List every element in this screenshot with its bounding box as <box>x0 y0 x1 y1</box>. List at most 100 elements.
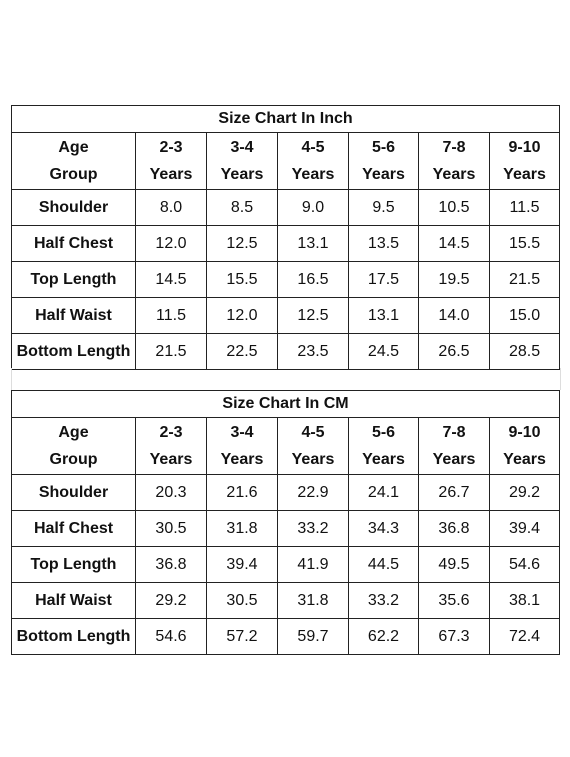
data-row: Bottom Length 21.5 22.5 23.5 24.5 26.5 28.5 <box>11 333 561 370</box>
data-row: Half Waist 11.5 12.0 12.5 13.1 14.0 15.0 <box>11 297 561 334</box>
cell: 57.2 <box>206 618 278 655</box>
row-label: Top Length <box>11 261 136 298</box>
cell: 9.5 <box>348 189 419 226</box>
data-row: Top Length 36.8 39.4 41.9 44.5 49.5 54.6 <box>11 546 561 583</box>
cell: 33.2 <box>277 510 349 547</box>
cell: 44.5 <box>348 546 419 583</box>
age-header: 5-6 Years <box>348 132 419 190</box>
table-title: Size Chart In CM <box>10 390 561 418</box>
cell: 23.5 <box>277 333 349 370</box>
cell: 38.1 <box>488 582 561 619</box>
cell: 41.9 <box>277 546 349 583</box>
header-text: 7-8 Years <box>432 139 476 183</box>
cell: 26.5 <box>418 333 490 370</box>
header-text: 4-5 Years <box>291 424 335 468</box>
cell: 15.5 <box>206 261 278 298</box>
cell: 31.8 <box>206 510 278 547</box>
cell: 22.9 <box>277 474 349 511</box>
header-text: 9-10 Years <box>503 139 546 183</box>
header-text: 9-10 Years <box>503 424 546 468</box>
cell: 21.6 <box>206 474 278 511</box>
age-header: 2-3 Years <box>135 417 207 475</box>
row-label: Half Waist <box>11 582 136 619</box>
cell: 11.5 <box>135 297 207 334</box>
cell: 26.7 <box>418 474 490 511</box>
cell: 21.5 <box>135 333 207 370</box>
age-header: 3-4 Years <box>206 417 278 475</box>
title-row: Size Chart In CM <box>10 390 561 418</box>
cell: 13.1 <box>277 225 349 262</box>
cell: 13.5 <box>348 225 419 262</box>
data-row: Top Length 14.5 15.5 16.5 17.5 19.5 21.5 <box>11 261 561 298</box>
cell: 54.6 <box>135 618 207 655</box>
cell: 30.5 <box>206 582 278 619</box>
cell: 36.8 <box>135 546 207 583</box>
cell: 62.2 <box>348 618 419 655</box>
header-text: Age Group <box>49 139 98 183</box>
table-title: Size Chart In Inch <box>10 105 561 133</box>
data-row: Half Chest 30.5 31.8 33.2 34.3 36.8 39.4 <box>11 510 561 547</box>
cell: 33.2 <box>348 582 419 619</box>
header-text: 3-4 Years <box>220 424 264 468</box>
cell: 29.2 <box>135 582 207 619</box>
cell: 21.5 <box>488 261 561 298</box>
row-label: Shoulder <box>11 189 136 226</box>
cell: 14.5 <box>135 261 207 298</box>
spacer <box>11 368 561 390</box>
cell: 72.4 <box>488 618 561 655</box>
cell: 59.7 <box>277 618 349 655</box>
age-header: 2-3 Years <box>135 132 207 190</box>
age-header: 3-4 Years <box>206 132 278 190</box>
cell: 24.5 <box>348 333 419 370</box>
header-text: 5-6 Years <box>362 424 405 468</box>
cell: 29.2 <box>488 474 561 511</box>
header-text: 4-5 Years <box>291 139 335 183</box>
header-label: Age Group <box>11 132 136 190</box>
cell: 12.5 <box>277 297 349 334</box>
row-label: Half Chest <box>11 225 136 262</box>
cell: 14.5 <box>418 225 490 262</box>
cell: 20.3 <box>135 474 207 511</box>
cell: 67.3 <box>418 618 490 655</box>
header-text: 2-3 Years <box>149 139 193 183</box>
cell: 14.0 <box>418 297 490 334</box>
cell: 54.6 <box>488 546 561 583</box>
header-text: 2-3 Years <box>149 424 193 468</box>
cell: 15.0 <box>488 297 561 334</box>
cell: 13.1 <box>348 297 419 334</box>
cell: 49.5 <box>418 546 490 583</box>
row-label: Top Length <box>11 546 136 583</box>
cell: 15.5 <box>488 225 561 262</box>
cell: 8.0 <box>135 189 207 226</box>
cell: 28.5 <box>488 333 561 370</box>
cell: 35.6 <box>418 582 490 619</box>
row-label: Half Waist <box>11 297 136 334</box>
header-label: Age Group <box>11 417 136 475</box>
age-header: 9-10 Years <box>488 132 561 190</box>
cell: 31.8 <box>277 582 349 619</box>
age-header: 9-10 Years <box>488 417 561 475</box>
data-row: Bottom Length 54.6 57.2 59.7 62.2 67.3 72.4 <box>11 618 561 655</box>
size-table-cm: Size Chart In CM Age Group 2-3 Years 3-4 Ye… <box>10 390 561 655</box>
cell: 24.1 <box>348 474 419 511</box>
age-header: 7-8 Years <box>418 132 490 190</box>
cell: 19.5 <box>418 261 490 298</box>
header-text: 5-6 Years <box>362 139 405 183</box>
header-row: Age Group 2-3 Years 3-4 Years 4-5 Years 5-6 … <box>11 417 561 475</box>
cell: 17.5 <box>348 261 419 298</box>
age-header: 4-5 Years <box>277 417 349 475</box>
data-row: Half Chest 12.0 12.5 13.1 13.5 14.5 15.5 <box>11 225 561 262</box>
data-row: Shoulder 8.0 8.5 9.0 9.5 10.5 11.5 <box>11 189 561 226</box>
cell: 11.5 <box>488 189 561 226</box>
header-text: 3-4 Years <box>220 139 264 183</box>
header-row: Age Group 2-3 Years 3-4 Years 4-5 Years 5-6 … <box>11 132 561 190</box>
cell: 10.5 <box>418 189 490 226</box>
cell: 9.0 <box>277 189 349 226</box>
cell: 12.0 <box>135 225 207 262</box>
row-label: Bottom Length <box>11 333 136 370</box>
row-label: Bottom Length <box>11 618 136 655</box>
cell: 39.4 <box>206 546 278 583</box>
cell: 12.5 <box>206 225 278 262</box>
cell: 34.3 <box>348 510 419 547</box>
